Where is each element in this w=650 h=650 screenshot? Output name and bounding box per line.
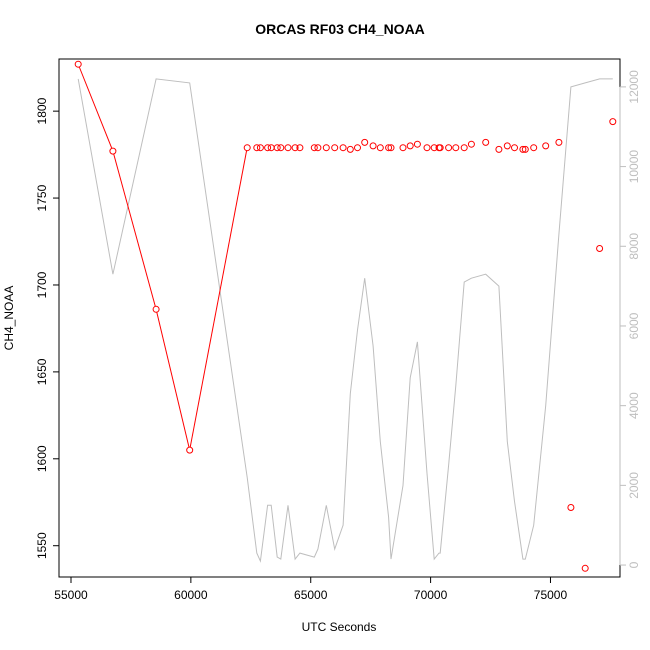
ch4-point <box>495 145 503 153</box>
ch4-point <box>460 144 468 152</box>
ch4-point <box>503 142 511 150</box>
ch4-point <box>413 140 421 148</box>
y2-tick-label: 10000 <box>627 150 641 184</box>
ch4-point <box>186 446 194 454</box>
ch4-point <box>385 144 393 152</box>
altitude-line <box>77 78 613 563</box>
ch4-point <box>339 144 347 152</box>
ch4-point <box>296 144 304 152</box>
ch4-point <box>467 140 475 148</box>
ch4-point <box>273 144 281 152</box>
x-tick-label: 70000 <box>414 588 448 602</box>
ch4-point <box>354 144 361 152</box>
ch4-point <box>511 144 518 152</box>
x-axis-label: UTC Seconds <box>302 620 377 634</box>
ch4-point <box>542 142 550 150</box>
ch4-point <box>567 504 575 511</box>
y2-tick-label: 12000 <box>627 70 641 104</box>
y2-tick-label: 4000 <box>627 392 641 419</box>
x-tick-label: 60000 <box>174 588 208 602</box>
ch4-segment <box>113 153 156 307</box>
y-tick-label: 1700 <box>35 271 49 298</box>
ch4-segment <box>189 150 248 448</box>
y-axis-left: 1550 1600 1650 1700 1750 1800 <box>35 97 59 559</box>
x-tick-label: 55000 <box>54 588 88 602</box>
y2-tick-label: 8000 <box>627 233 641 260</box>
ch4-point <box>555 138 563 146</box>
ch4-point <box>406 142 414 150</box>
ch4-point <box>331 144 339 152</box>
y-tick-label: 1550 <box>35 532 49 559</box>
y-axis-right: 0 2000 4000 6000 8000 10000 12000 <box>619 70 641 568</box>
y-tick-label: 1750 <box>35 184 49 211</box>
ch4-point <box>152 305 160 313</box>
x-tick-label: 75000 <box>534 588 568 602</box>
ch4-point <box>482 138 490 146</box>
ch4-point <box>267 144 275 152</box>
y-tick-label: 1600 <box>35 445 49 472</box>
ch4-point <box>109 147 117 155</box>
chart-title: ORCAS RF03 CH4_NOAA <box>255 21 425 37</box>
ch4-point <box>256 144 264 152</box>
ch4-point <box>436 144 444 152</box>
ch4-point <box>253 144 261 152</box>
ch4-point <box>521 145 529 153</box>
y2-tick-label: 2000 <box>627 472 641 499</box>
ch4-point <box>519 145 527 153</box>
ch4-point <box>369 142 377 150</box>
x-tick-label: 65000 <box>294 588 328 602</box>
ch4-segment <box>156 312 190 448</box>
altitude-series <box>77 78 613 563</box>
ch4-point <box>387 144 395 152</box>
ch4-point <box>291 144 299 152</box>
ch4-point <box>423 144 431 152</box>
ch4-segment <box>78 66 113 149</box>
ch4-series <box>74 60 617 572</box>
y2-tick-label: 0 <box>627 561 641 568</box>
ch4-point <box>277 144 285 152</box>
ch4-point <box>284 144 292 152</box>
ch4-point <box>399 144 407 152</box>
ch4-point <box>74 60 82 68</box>
ch4-point <box>376 144 384 152</box>
ch4-point <box>264 144 272 152</box>
ch4-point <box>314 144 322 152</box>
x-axis: 55000 60000 65000 70000 75000 <box>54 576 568 602</box>
y-axis-label: CH4_NOAA <box>2 286 16 351</box>
ch4-point <box>609 118 617 126</box>
ch4-point <box>596 245 604 252</box>
ch4-point <box>445 144 453 152</box>
ch4-point <box>322 144 330 152</box>
ch4-point <box>530 144 538 152</box>
ch4-point <box>243 144 251 152</box>
ch4-point <box>310 144 318 152</box>
ch4-point <box>361 138 369 146</box>
ch4-point <box>452 144 460 152</box>
y-tick-label: 1800 <box>35 97 49 124</box>
y-tick-label: 1650 <box>35 358 49 385</box>
ch4-point <box>346 145 354 153</box>
ch4-point <box>581 564 589 572</box>
y2-tick-label: 6000 <box>627 312 641 339</box>
